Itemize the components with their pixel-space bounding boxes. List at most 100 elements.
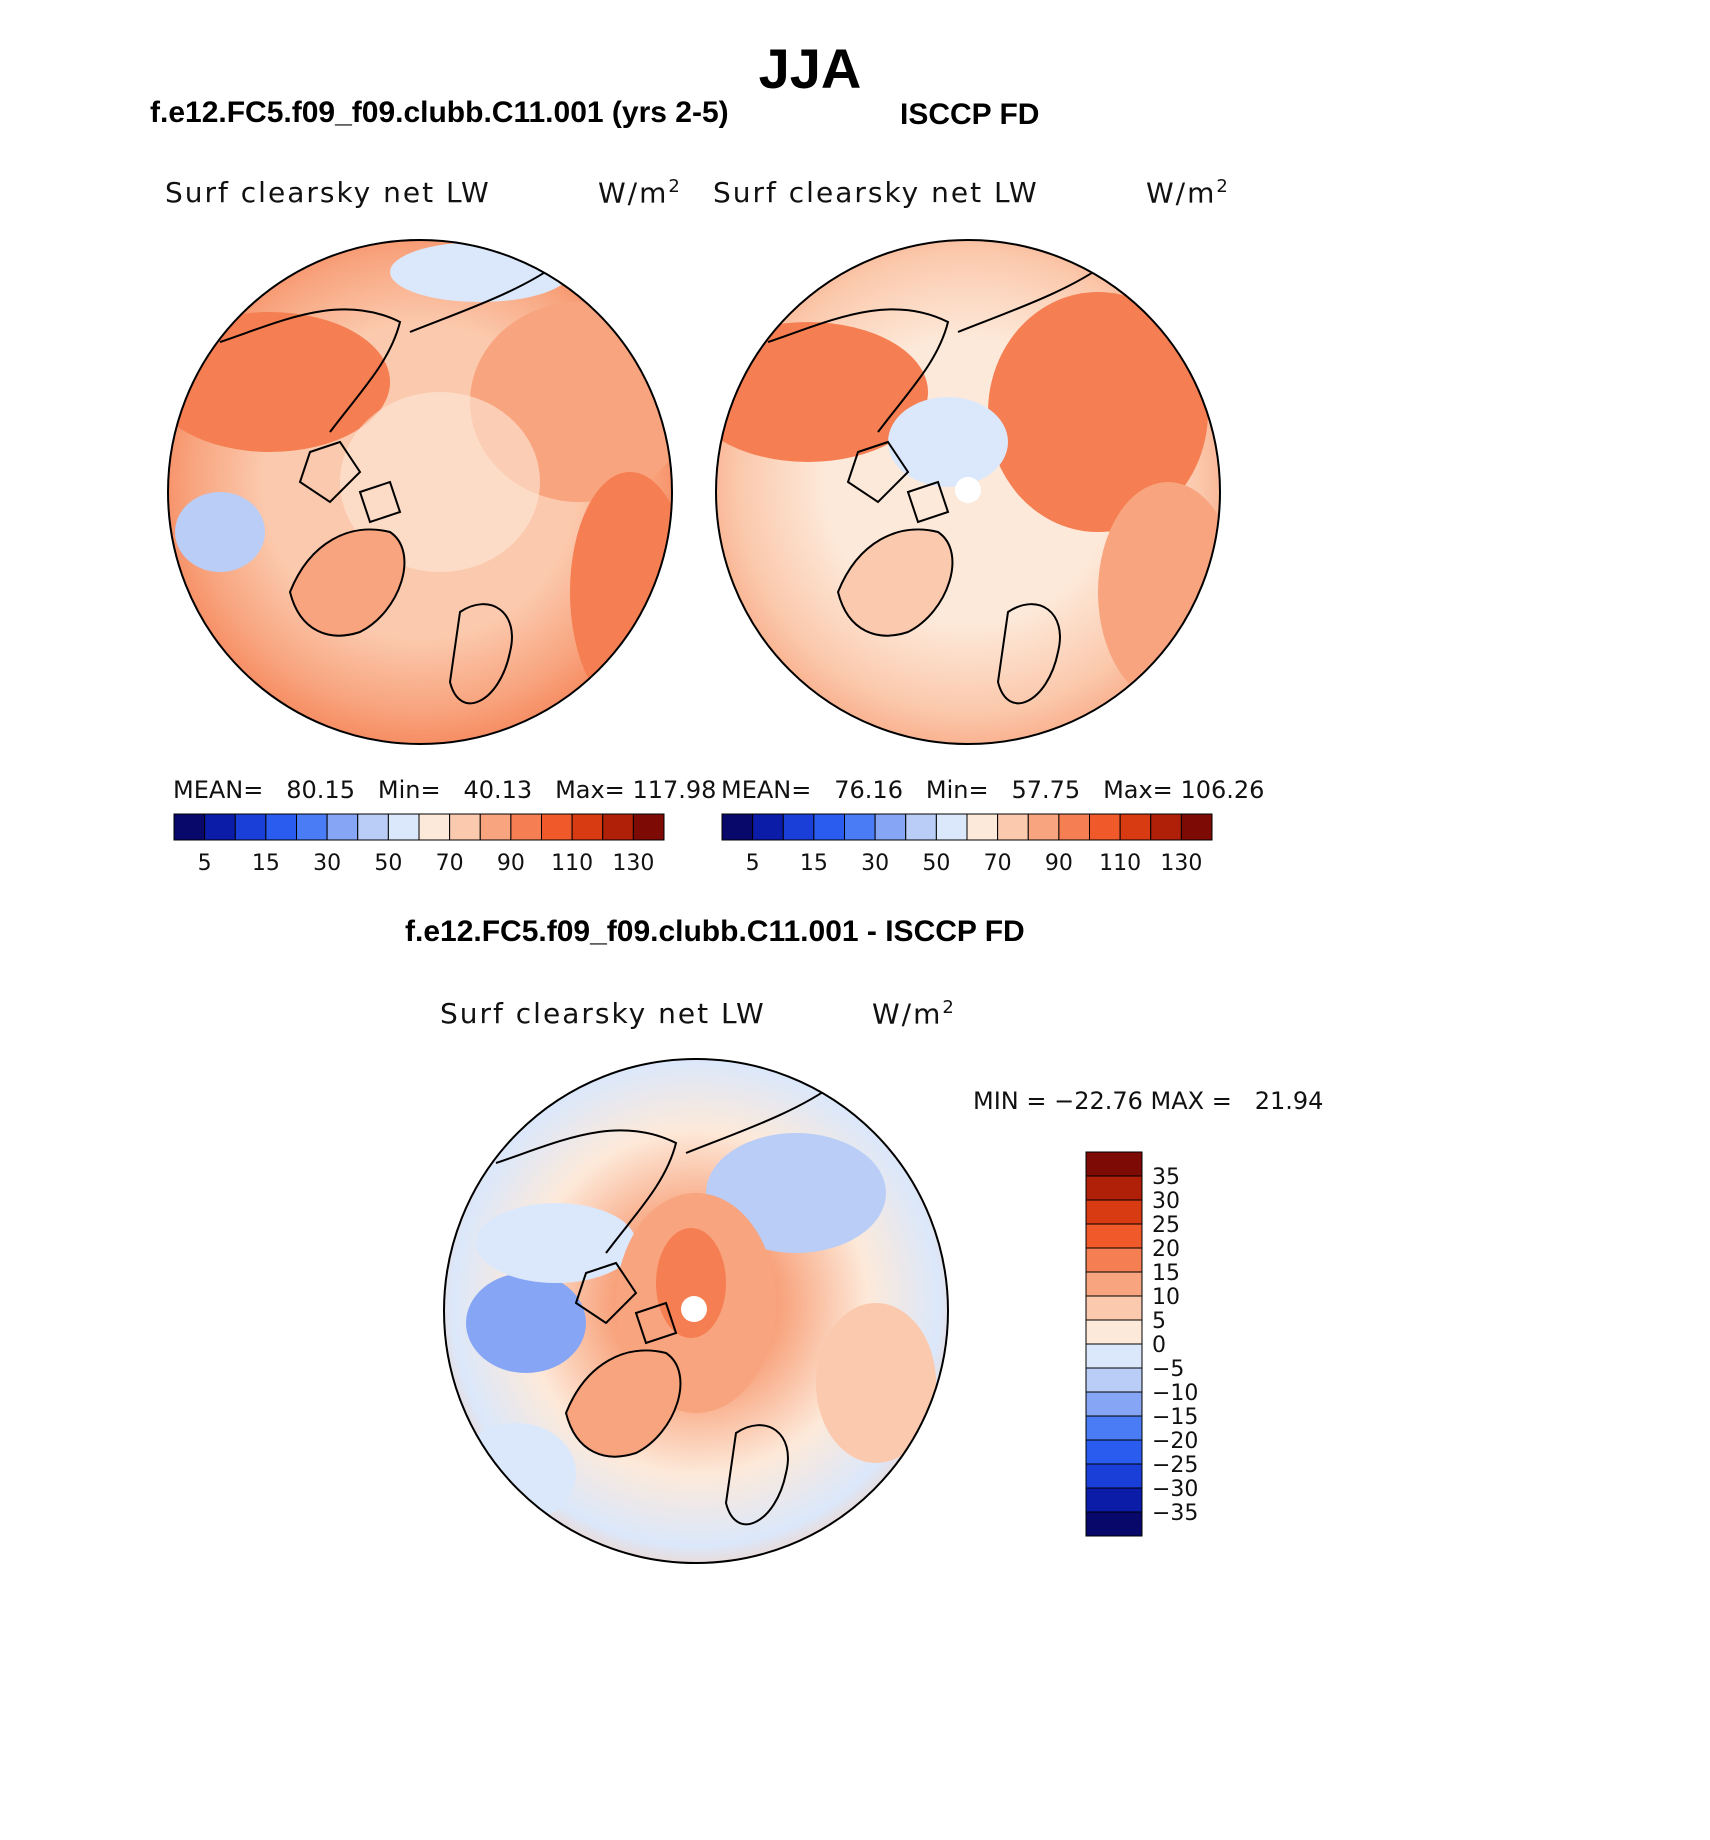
scandinavia-outline xyxy=(448,603,513,705)
arctic-core-warm xyxy=(656,1228,726,1338)
colorbar-tick-label: 5 xyxy=(1152,1309,1166,1334)
colorbar-swatch xyxy=(418,813,451,841)
colorbar-swatch xyxy=(1150,813,1182,841)
panel-1-variable: Surf clearsky net LW xyxy=(165,176,491,209)
colorbar-tick-label: 0 xyxy=(1152,1333,1166,1358)
colorbar-tick-label: 5 xyxy=(198,851,212,876)
diff-map xyxy=(443,1058,949,1564)
colorbar-tick-label: 70 xyxy=(984,851,1012,876)
colorbar-tick-label: −35 xyxy=(1152,1501,1198,1526)
colorbar-swatch xyxy=(782,813,815,841)
colorbar-swatch xyxy=(721,813,754,841)
colorbar-swatch xyxy=(296,813,328,841)
diff-variable: Surf clearsky net LW xyxy=(440,997,766,1030)
colorbar-swatch xyxy=(1180,813,1213,841)
page-title: JJA xyxy=(758,37,862,100)
colorbar-swatch xyxy=(966,813,999,841)
colorbar-tick-label: 15 xyxy=(800,851,828,876)
colorbar-swatch xyxy=(1089,813,1121,841)
colorbar-swatch xyxy=(1085,1247,1143,1273)
colorbar-swatch xyxy=(997,813,1029,841)
panel-2-units: W/m2 xyxy=(1146,176,1230,210)
colorbar-swatch xyxy=(1085,1463,1143,1489)
colorbar-swatch xyxy=(1058,813,1090,841)
colorbar-swatch xyxy=(510,813,542,841)
colorbar-swatch xyxy=(1027,813,1060,841)
scandinavia-outline xyxy=(724,1424,789,1526)
colorbar-swatch xyxy=(541,813,573,841)
diff-units: W/m2 xyxy=(872,997,956,1031)
pacific-warm-region xyxy=(988,292,1208,532)
greenland-outline xyxy=(564,1349,682,1458)
colorbar-swatch xyxy=(1085,1415,1143,1441)
map-border xyxy=(443,1058,949,1564)
colorbar-swatch xyxy=(632,813,665,841)
cool-patch xyxy=(175,492,265,572)
colorbar-swatch xyxy=(1085,1223,1143,1249)
colorbar-swatch xyxy=(1085,1343,1143,1369)
colorbar-tick-label: 70 xyxy=(436,851,464,876)
colorbar-swatch xyxy=(571,813,604,841)
colorbar-tick-label: −5 xyxy=(1152,1357,1184,1382)
colorbar-swatch xyxy=(935,813,968,841)
colorbar-swatch xyxy=(387,813,420,841)
colorbar-tick-label: 5 xyxy=(746,851,760,876)
colorbar-swatch xyxy=(479,813,512,841)
colorbar-tick-label: 90 xyxy=(1045,851,1073,876)
panel-1-subtitle: f.e12.FC5.f09_f09.clubb.C11.001 (yrs 2-5… xyxy=(150,96,729,129)
colorbar-swatch xyxy=(357,813,389,841)
east-warm-region xyxy=(816,1303,936,1463)
canada-cool-region xyxy=(466,1273,586,1373)
colorbar-swatch xyxy=(602,813,634,841)
map-border xyxy=(715,239,1221,745)
panel-2-stats: MEAN= 76.16 Min= 57.75 Max= 106.26 xyxy=(721,776,1265,804)
colorbar-swatch xyxy=(1085,1367,1143,1393)
colorbar-tick-label: 15 xyxy=(252,851,280,876)
colorbar-tick-label: −30 xyxy=(1152,1477,1198,1502)
greenland-outline xyxy=(288,528,406,637)
colorbar-swatch xyxy=(1085,1439,1143,1465)
colorbar-tick-label: 25 xyxy=(1152,1213,1180,1238)
colorbar-swatch xyxy=(844,813,876,841)
colorbar-swatch xyxy=(874,813,907,841)
colorbar-tick-label: 110 xyxy=(1099,851,1141,876)
arctic-ocean-region xyxy=(340,392,540,572)
colorbar-swatch xyxy=(449,813,481,841)
colorbar-tick-label: 130 xyxy=(612,851,654,876)
pole-missing-data xyxy=(955,477,981,503)
colorbar-tick-label: −10 xyxy=(1152,1381,1198,1406)
colorbar-swatch xyxy=(1119,813,1152,841)
colorbar-swatch xyxy=(813,813,845,841)
colorbar-tick-label: −15 xyxy=(1152,1405,1198,1430)
atlantic-cool-region xyxy=(456,1423,576,1523)
panel-2-subtitle: ISCCP FD xyxy=(900,98,1040,131)
colorbar-swatch xyxy=(1085,1511,1143,1537)
colorbar-swatch xyxy=(1085,1295,1143,1321)
colorbar-tick-label: 30 xyxy=(1152,1189,1180,1214)
eurasia-warm-region xyxy=(168,312,390,452)
colorbar-swatch xyxy=(1085,1487,1143,1513)
colorbar-tick-label: 30 xyxy=(861,851,889,876)
panel-1-map xyxy=(167,239,673,745)
arctic-islands-outline xyxy=(298,440,402,524)
colorbar-swatch xyxy=(905,813,937,841)
diff-subtitle: f.e12.FC5.f09_f09.clubb.C11.001 - ISCCP … xyxy=(405,915,1025,948)
colorbar-swatch xyxy=(326,813,359,841)
colorbar-tick-label: 50 xyxy=(374,851,402,876)
colorbar-tick-label: 10 xyxy=(1152,1285,1180,1310)
colorbar-tick-label: 130 xyxy=(1160,851,1202,876)
panel-1-units: W/m2 xyxy=(598,176,682,210)
colorbar-swatch xyxy=(1085,1271,1143,1297)
colorbar-swatch xyxy=(234,813,267,841)
arctic-islands-outline xyxy=(846,440,950,524)
panel-2-map xyxy=(715,239,1221,745)
colorbar-tick-label: −25 xyxy=(1152,1453,1198,1478)
colorbar-swatch xyxy=(752,813,784,841)
colorbar-tick-label: 20 xyxy=(1152,1237,1180,1262)
colorbar-tick-label: 35 xyxy=(1152,1165,1180,1190)
colorbar-tick-label: 90 xyxy=(497,851,525,876)
panel-1-stats: MEAN= 80.15 Min= 40.13 Max= 117.98 xyxy=(173,776,717,804)
colorbar-tick-label: −20 xyxy=(1152,1429,1198,1454)
panel-2-colorbar: 5 15 30 50 70 90 110 130 xyxy=(721,813,1213,876)
colorbar-swatch xyxy=(1085,1319,1143,1345)
